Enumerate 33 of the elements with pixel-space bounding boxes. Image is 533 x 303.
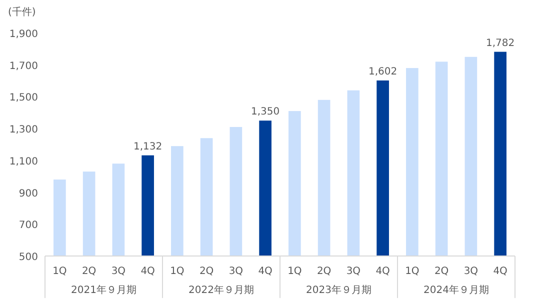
- x-tick-label: 3Q: [464, 266, 478, 277]
- y-tick-label: 1,900: [9, 29, 38, 40]
- x-tick-label: 4Q: [258, 266, 273, 277]
- x-tick-label: 1Q: [288, 266, 302, 277]
- y-tick-label: 1,100: [9, 156, 38, 168]
- x-tick-label: 3Q: [111, 266, 126, 277]
- text: 2021年９月期: [71, 284, 136, 296]
- data-label: 1,782: [486, 38, 515, 49]
- x-tick-label: 1Q: [170, 266, 184, 277]
- x-tick-label: 4Q: [376, 266, 390, 277]
- text: 2024年９月期: [424, 284, 489, 296]
- x-tick-label: 2Q: [316, 266, 332, 277]
- y-tick-label: 1,500: [9, 92, 38, 104]
- x-tick-label: 2Q: [199, 266, 214, 277]
- data-label: 1,602: [368, 66, 398, 78]
- x-tick-label: 1Q: [405, 266, 420, 277]
- y-tick-label: 500: [18, 252, 38, 263]
- y-tick-label: 1,700: [9, 60, 38, 72]
- y-tick-label: 700: [18, 220, 38, 232]
- x-tick-label: 2Q: [434, 266, 449, 277]
- text: 2023年９月期: [306, 284, 372, 296]
- y-tick-label: 900: [18, 188, 38, 200]
- x-tick-label: 3Q: [228, 266, 244, 277]
- data-label: 1,350: [250, 106, 280, 118]
- x-tick-label: 3Q: [346, 266, 361, 277]
- data-label: 1,132: [133, 141, 162, 152]
- x-tick-label: 2Q: [82, 266, 96, 277]
- y-axis-title: (千件): [8, 6, 36, 18]
- y-tick-label: 1,300: [9, 124, 38, 136]
- x-tick-label: 1Q: [52, 266, 67, 277]
- x-tick-label: 4Q: [140, 266, 156, 277]
- text: 2022年９月期: [188, 284, 254, 296]
- x-tick-label: 4Q: [493, 266, 508, 277]
